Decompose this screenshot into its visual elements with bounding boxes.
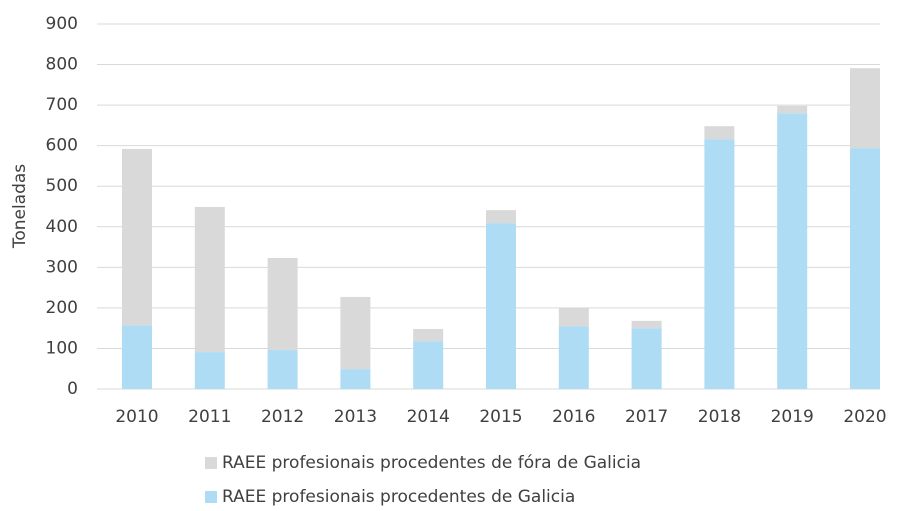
bar-segment — [122, 325, 152, 389]
x-tick-label: 2017 — [625, 407, 668, 427]
bar-segment — [704, 126, 735, 140]
y-tick-label: 100 — [46, 338, 78, 358]
bar-segment — [413, 341, 444, 389]
bar-segment — [413, 328, 444, 342]
bar-segment — [558, 326, 589, 389]
legend-label: RAEE profesionais procedentes de Galicia — [222, 487, 575, 507]
legend-swatch — [205, 457, 217, 469]
bar-segment — [486, 210, 516, 224]
x-tick-label: 2012 — [261, 407, 304, 427]
x-tick-label: 2014 — [407, 407, 450, 427]
bar-segment — [777, 105, 808, 114]
bar-segment — [486, 223, 516, 389]
y-tick-label: 500 — [46, 176, 78, 196]
bar-segment — [704, 139, 735, 389]
y-tick-label: 900 — [46, 14, 78, 34]
y-tick-label: 300 — [46, 257, 78, 277]
bar-segment — [631, 320, 662, 329]
y-tick-label: 0 — [67, 379, 78, 399]
x-tick-label: 2020 — [843, 407, 886, 427]
x-tick-label: 2015 — [479, 407, 522, 427]
y-tick-label: 700 — [46, 95, 78, 115]
legend-swatch — [205, 491, 217, 503]
bar-segment — [194, 206, 225, 353]
bar-segment — [558, 307, 589, 327]
y-tick-label: 200 — [46, 298, 78, 318]
bar-segment — [267, 350, 298, 389]
x-tick-label: 2016 — [552, 407, 595, 427]
x-tick-label: 2010 — [115, 407, 158, 427]
x-tick-label: 2013 — [334, 407, 377, 427]
bar-segment — [631, 328, 662, 389]
bar-segment — [340, 296, 371, 370]
bar-segment — [850, 68, 880, 149]
bar-segment — [777, 113, 808, 389]
x-tick-label: 2019 — [771, 407, 814, 427]
bar-segment — [340, 369, 371, 389]
bar-segment — [122, 148, 152, 326]
bar-segment — [194, 352, 225, 389]
y-tick-label: 400 — [46, 217, 78, 237]
bar-segment — [267, 258, 298, 351]
x-tick-label: 2018 — [698, 407, 741, 427]
x-tick-label: 2011 — [188, 407, 231, 427]
y-tick-label: 800 — [46, 55, 78, 75]
bar-segment — [850, 148, 880, 389]
legend-label: RAEE profesionais procedentes de fóra de… — [222, 453, 641, 473]
y-axis-label: Toneladas — [10, 164, 30, 249]
y-tick-label: 600 — [46, 136, 78, 156]
